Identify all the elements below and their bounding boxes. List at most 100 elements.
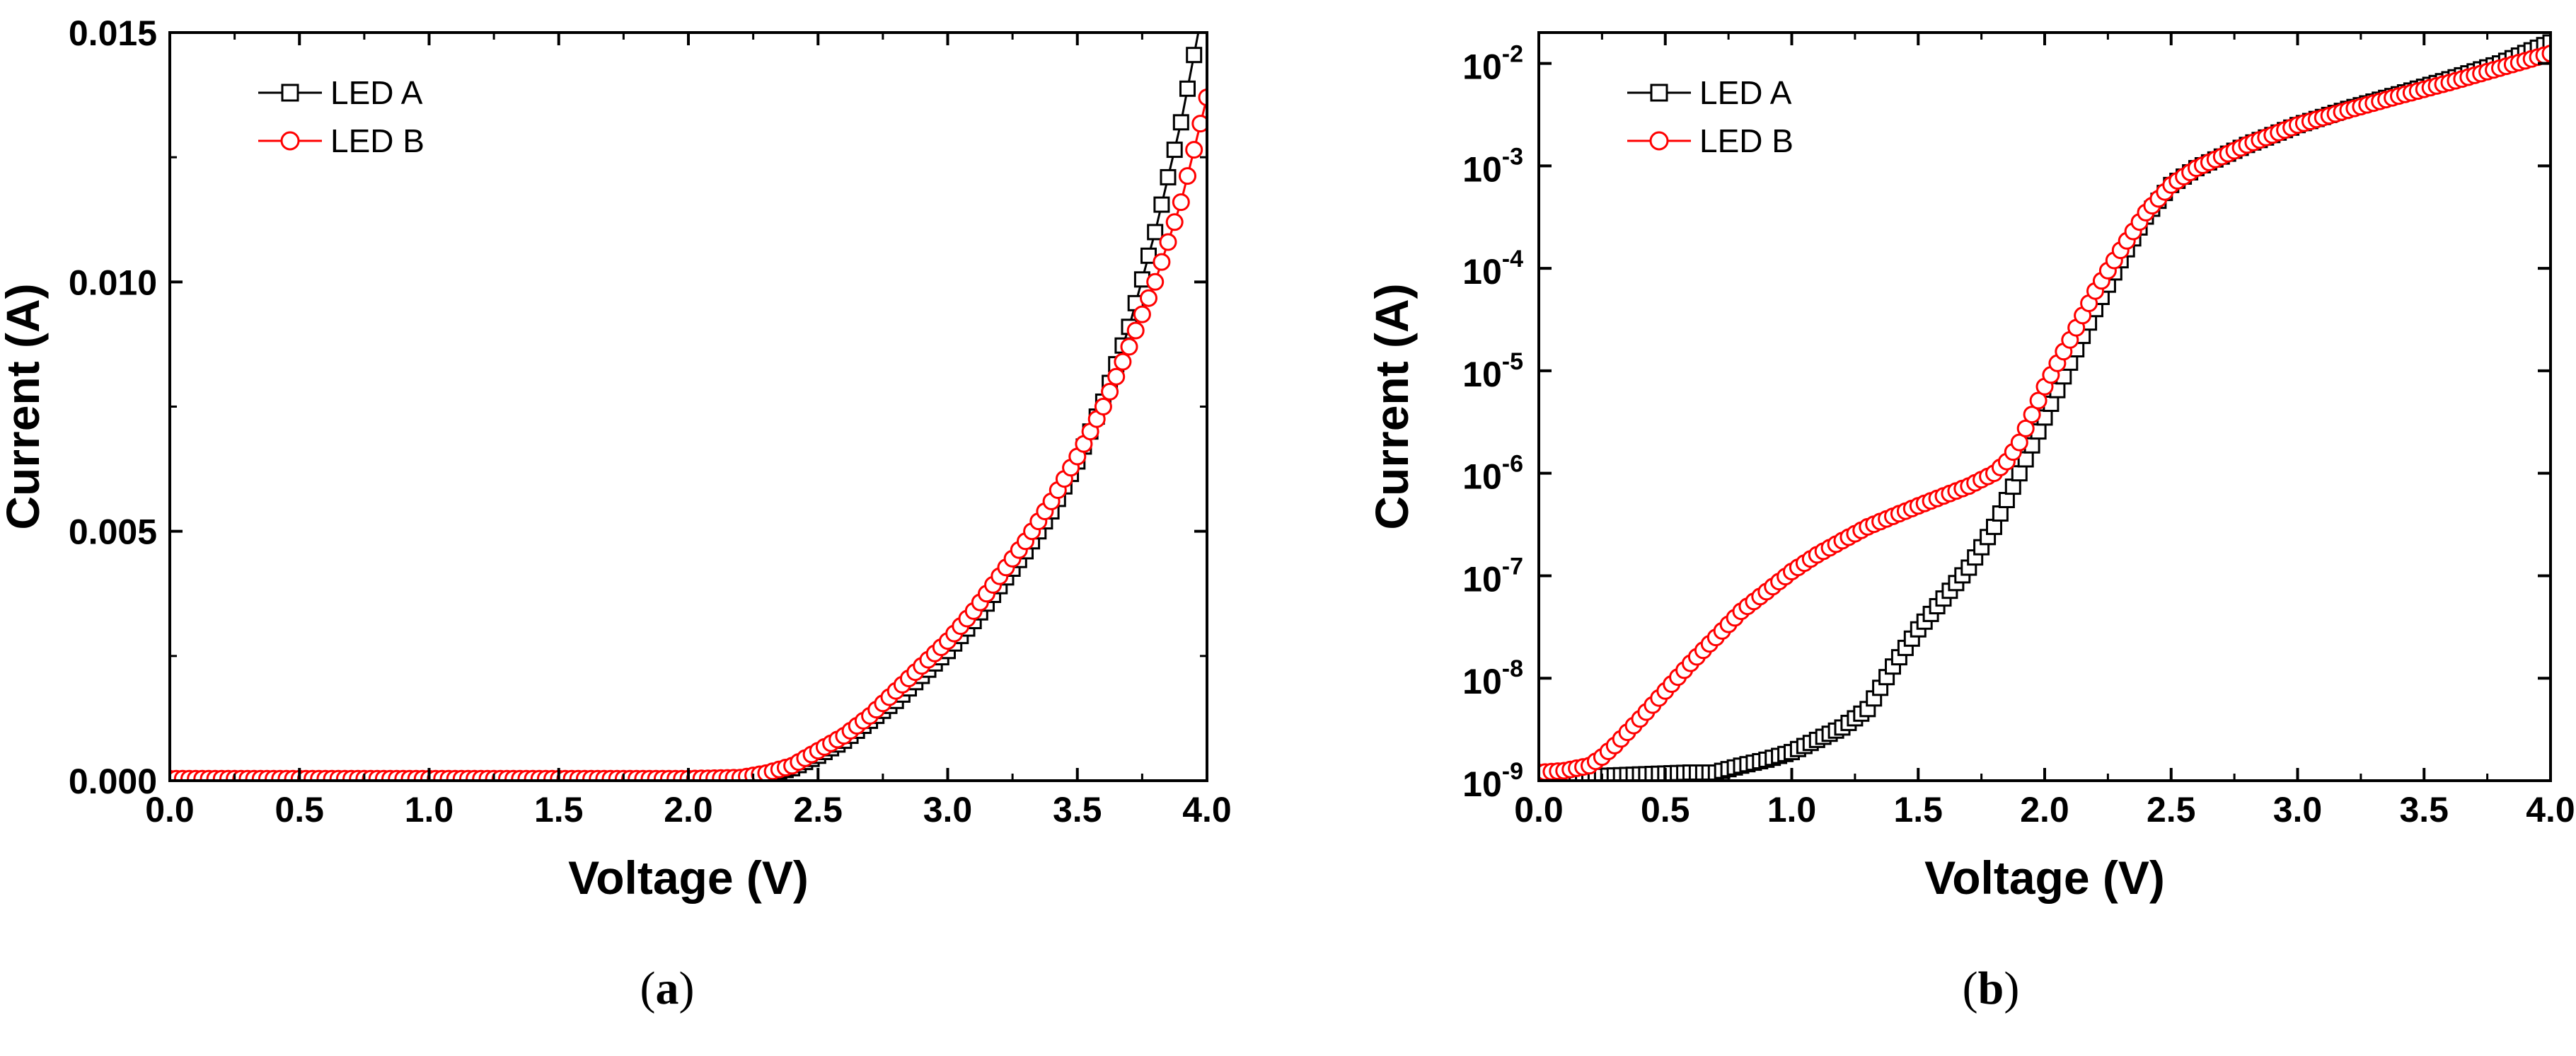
data-point-circle xyxy=(1101,382,1119,401)
x-tick-label: 0.0 xyxy=(145,790,195,830)
data-point-square xyxy=(1179,80,1196,97)
data-point-square xyxy=(1147,224,1164,241)
y-tick-exponent: -9 xyxy=(1502,758,1523,785)
y-tick-label: 10-7 xyxy=(1462,553,1523,599)
data-point-square xyxy=(1194,14,1208,28)
y-tick-label: 0.010 xyxy=(69,263,157,302)
y-tick-base: 10 xyxy=(1462,457,1502,497)
x-axis-title: Voltage (V) xyxy=(1924,851,2165,904)
data-point-circle xyxy=(1107,367,1126,386)
data-point-square xyxy=(2011,465,2028,482)
y-tick-base: 10 xyxy=(1462,662,1502,701)
x-tick-label: 1.5 xyxy=(534,790,584,830)
x-tick-label: 2.0 xyxy=(2020,790,2069,830)
y-tick-exponent: -3 xyxy=(1502,143,1523,170)
x-tick-label: 4.0 xyxy=(1182,790,1232,830)
data-point-square xyxy=(1172,114,1189,131)
y-tick-exponent: -8 xyxy=(1502,655,1523,682)
x-tick-label: 0.5 xyxy=(1641,790,1690,830)
legend-circle-marker xyxy=(1649,131,1669,151)
x-tick-label: 1.0 xyxy=(405,790,454,830)
y-tick-base: 10 xyxy=(1462,355,1502,394)
y-tick-base: 10 xyxy=(1462,764,1502,804)
series-led-b xyxy=(1539,45,2551,781)
data-point-square xyxy=(2004,478,2021,495)
data-point-square xyxy=(2542,34,2551,51)
legend-label: LED A xyxy=(1699,74,1792,111)
y-tick-exponent: -4 xyxy=(1502,246,1523,272)
series-line xyxy=(170,33,1200,780)
y-tick-label: 10-3 xyxy=(1462,143,1523,189)
y-tick-label: 10-4 xyxy=(1462,246,1523,292)
data-point-circle xyxy=(1146,272,1165,291)
legend-circle-marker xyxy=(280,131,300,151)
y-tick-base: 10 xyxy=(1462,559,1502,599)
data-point-square xyxy=(1992,505,2009,522)
x-tick-label: 1.0 xyxy=(1767,790,1817,830)
x-tick-label: 0.5 xyxy=(275,790,324,830)
series-led-b xyxy=(170,88,1207,781)
data-point-circle xyxy=(1133,305,1151,323)
x-tick-label: 3.5 xyxy=(2399,790,2449,830)
data-point-circle xyxy=(1153,253,1171,271)
x-tick-label: 2.5 xyxy=(2147,790,2196,830)
legend-label: LED A xyxy=(330,74,423,111)
y-axis-title: Current (A) xyxy=(1365,283,1418,529)
panel-label-b-letter: b xyxy=(1978,963,2004,1014)
data-point-circle xyxy=(1114,352,1132,371)
data-point-square xyxy=(1153,196,1170,213)
y-tick-label: 10-9 xyxy=(1462,758,1523,804)
x-tick-label: 1.5 xyxy=(1893,790,1943,830)
y-tick-label: 0.015 xyxy=(69,13,157,53)
y-tick-label: 10-8 xyxy=(1462,655,1523,701)
panel-label-b: (b) xyxy=(1963,963,2020,1014)
data-point-circle xyxy=(2023,406,2041,424)
y-tick-label: 0.000 xyxy=(69,762,157,801)
y-axis-title: Current (A) xyxy=(0,283,49,529)
y-tick-exponent: -6 xyxy=(1502,451,1523,478)
data-point-circle xyxy=(1094,398,1112,415)
x-tick-label: 3.0 xyxy=(2273,790,2323,830)
y-tick-exponent: -5 xyxy=(1502,348,1523,375)
data-point-circle xyxy=(1140,289,1157,307)
data-point-square xyxy=(1160,168,1177,185)
legend-label: LED B xyxy=(1699,122,1794,159)
x-tick-label: 2.0 xyxy=(664,790,713,830)
x-tick-label: 3.0 xyxy=(923,790,973,830)
legend-square-marker xyxy=(1650,84,1668,102)
legend-label: LED B xyxy=(330,122,424,159)
x-tick-label: 2.5 xyxy=(793,790,843,830)
panel-label-a-letter: a xyxy=(656,963,679,1014)
x-tick-label: 4.0 xyxy=(2526,790,2575,830)
x-axis-title: Voltage (V) xyxy=(568,851,809,904)
data-point-circle xyxy=(1198,88,1207,107)
y-tick-label: 10-6 xyxy=(1462,451,1523,497)
data-point-circle xyxy=(2541,45,2551,63)
panel-label-a: (a) xyxy=(640,963,695,1014)
legend-entry-led-b: LED B xyxy=(258,122,424,159)
x-tick-label: 3.5 xyxy=(1053,790,1102,830)
chart-panel-b: 0.0 0.5 1.0 1.5 2.0 2.5 3.0 3.5 4.010-910-810-71… xyxy=(1365,31,2575,904)
y-tick-label: 0.005 xyxy=(69,512,157,552)
data-point-circle xyxy=(1120,338,1138,356)
data-point-circle xyxy=(1126,321,1145,340)
plot-frame xyxy=(168,31,1208,782)
x-tick-label: 0.0 xyxy=(1514,790,1564,830)
y-tick-base: 10 xyxy=(1462,47,1502,87)
series-led-a xyxy=(170,14,1208,781)
data-point-square xyxy=(1186,47,1203,64)
data-point-circle xyxy=(1165,213,1184,231)
y-tick-base: 10 xyxy=(1462,252,1502,292)
data-point-square xyxy=(1166,142,1183,159)
legend-entry-led-a: LED A xyxy=(1627,74,1792,111)
data-point-circle xyxy=(1172,193,1190,212)
y-tick-exponent: -2 xyxy=(1502,41,1523,68)
chart-panel-a: 0.0 0.5 1.0 1.5 2.0 2.5 3.0 3.5 4.0 0.000 0.005 0.0… xyxy=(0,13,1232,904)
y-tick-label: 10-5 xyxy=(1462,348,1523,394)
data-point-circle xyxy=(1159,233,1177,251)
y-tick-base: 10 xyxy=(1462,149,1502,189)
data-point-circle xyxy=(1185,141,1203,159)
data-point-square xyxy=(1986,518,2002,535)
legend-entry-led-b: LED B xyxy=(1627,122,1794,159)
